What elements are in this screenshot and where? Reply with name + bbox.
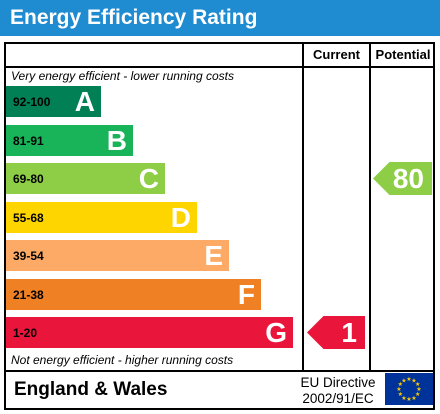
header-divider (4, 66, 435, 68)
current-rating-arrow-value: 1 (341, 317, 357, 348)
potential-rating-arrow: 80 (373, 162, 432, 195)
band-b: 81-91 B (6, 125, 133, 156)
band-range-label: 55-68 (13, 211, 44, 225)
svg-text:★: ★ (415, 381, 420, 388)
eu-directive: EU Directive 2002/91/EC (292, 375, 384, 407)
band-range-label: 39-54 (13, 249, 44, 263)
svg-text:★: ★ (416, 386, 421, 393)
rating-frame (4, 42, 435, 410)
title-bar: Energy Efficiency Rating (0, 0, 440, 36)
top-note: Very energy efficient - lower running co… (11, 69, 234, 83)
directive-line2: 2002/91/EC (302, 391, 374, 406)
svg-text:★: ★ (398, 381, 403, 388)
svg-text:★: ★ (398, 391, 403, 398)
band-range-label: 69-80 (13, 172, 44, 186)
potential-rating-arrow-value: 80 (392, 163, 424, 194)
svg-text:★: ★ (396, 386, 401, 393)
band-a: 92-100 A (6, 86, 101, 117)
band-letter-label: F (237, 279, 255, 310)
band-f: 21-38 F (6, 279, 261, 310)
band-letter-label: G (265, 317, 287, 348)
band-letter-label: A (74, 86, 95, 117)
potential-column-divider (369, 42, 371, 371)
band-range-label: 92-100 (13, 95, 51, 109)
footer-region: England & Wales (14, 379, 168, 400)
band-letter-label: B (106, 125, 127, 156)
svg-text:★: ★ (415, 391, 420, 398)
band-range-label: 21-38 (13, 288, 44, 302)
band-range-label: 1-20 (13, 326, 38, 340)
current-rating-arrow: 1 (307, 316, 365, 349)
band-letter-label: E (204, 240, 223, 271)
band-c: 69-80 C (6, 163, 165, 194)
band-range-label: 81-91 (13, 134, 44, 148)
band-letter-label: D (170, 202, 191, 233)
bottom-note: Not energy efficient - higher running co… (11, 353, 234, 367)
directive-line1: EU Directive (300, 375, 376, 390)
current-column-divider (302, 42, 304, 371)
svg-text:★: ★ (401, 378, 406, 385)
band-d: 55-68 D (6, 202, 197, 233)
band-g: 1-20 G (6, 317, 293, 348)
svg-text:★: ★ (411, 395, 416, 402)
chart-title: Energy Efficiency Rating (10, 6, 258, 29)
band-e: 39-54 E (6, 240, 229, 271)
svg-text:★: ★ (411, 378, 416, 385)
eu-flag-icon: ★ ★★★★★★★★★★★ (385, 373, 433, 405)
svg-text:★: ★ (406, 376, 411, 383)
current-column-header: Current (313, 47, 360, 62)
footer-divider (4, 370, 435, 372)
svg-text:★: ★ (401, 395, 406, 402)
band-letter-label: C (138, 163, 159, 194)
svg-text:★: ★ (406, 396, 411, 403)
potential-column-header: Potential (375, 47, 431, 62)
